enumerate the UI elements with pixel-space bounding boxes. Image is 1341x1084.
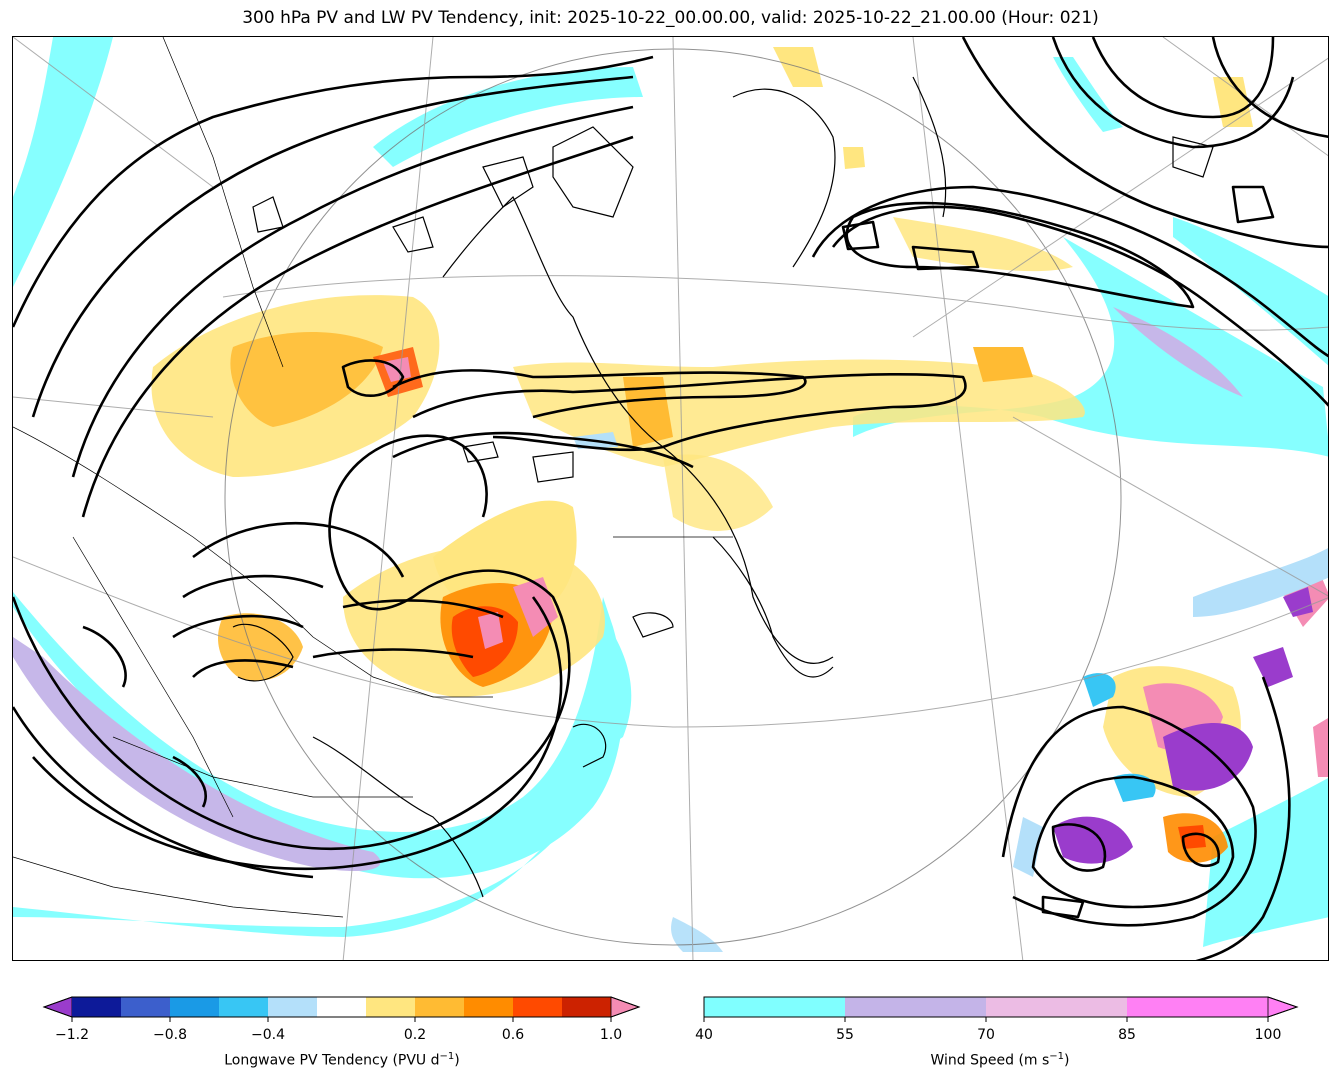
colorbar-pv-label-sup: −1 bbox=[439, 1051, 455, 1062]
coastlines bbox=[232, 76, 1214, 898]
colorbar-pv-label: Longwave PV Tendency (PVU d−1) bbox=[44, 1051, 640, 1069]
colorbar-pv-tick-label: 0.2 bbox=[404, 1027, 426, 1043]
colorbar-pv-swatch bbox=[219, 997, 269, 1017]
political-boundaries bbox=[13, 37, 733, 918]
colorbar-wind-tick-label: 55 bbox=[836, 1027, 854, 1043]
colorbar-pv-swatch bbox=[464, 997, 514, 1017]
colorbar-wind-tick-label: 40 bbox=[695, 1027, 713, 1043]
colorbar-pv-tick-label: 1.0 bbox=[600, 1027, 622, 1043]
colorbar-pv-swatch bbox=[317, 997, 367, 1017]
colorbar-pv-swatch bbox=[72, 997, 122, 1017]
map-canvas bbox=[13, 37, 1328, 960]
colorbar-wind-tick-label: 100 bbox=[1255, 1027, 1282, 1043]
colorbar-wind-label-text: Wind Speed (m s bbox=[930, 1052, 1050, 1069]
colorbar-wind-tick-label: 85 bbox=[1118, 1027, 1136, 1043]
colorbar-wind-swatch bbox=[1127, 997, 1269, 1017]
colorbar-pv-tendency: −1.2 −0.8 −0.4 0.2 0.6 1.0 bbox=[42, 996, 641, 1043]
colorbar-pv-swatch bbox=[562, 997, 612, 1017]
pv-contours bbox=[13, 37, 1328, 960]
colorbar-pv-swatch bbox=[170, 997, 220, 1017]
colorbar-pv-swatch bbox=[366, 997, 416, 1017]
colorbar-wind-speed: 40 55 70 85 100 bbox=[695, 996, 1299, 1043]
colorbar-wind-swatch bbox=[845, 997, 987, 1017]
map-title: 300 hPa PV and LW PV Tendency, init: 202… bbox=[242, 8, 1099, 28]
colorbar-pv-tick-label: −0.8 bbox=[153, 1027, 187, 1043]
colorbar-pv-under-arrow bbox=[42, 996, 73, 1018]
colorbar-wind-swatch bbox=[704, 997, 846, 1017]
colorbar-pv-label-close: ) bbox=[454, 1052, 460, 1069]
colorbar-wind-label: Wind Speed (m s−1) bbox=[703, 1051, 1297, 1069]
colorbar-wind-outline bbox=[703, 996, 1299, 1018]
colorbar-pv-label-text: Longwave PV Tendency (PVU d bbox=[224, 1052, 440, 1069]
graticule bbox=[13, 37, 1328, 960]
colorbar-pv-swatch bbox=[268, 997, 318, 1017]
colorbar-wind-label-close: ) bbox=[1064, 1052, 1070, 1069]
pv-tendency-shading bbox=[151, 47, 1328, 877]
colorbar-wind-label-sup: −1 bbox=[1049, 1051, 1065, 1062]
colorbar-wind-tick-label: 70 bbox=[977, 1027, 995, 1043]
map-panel bbox=[12, 36, 1329, 961]
colorbar-pv-swatch bbox=[415, 997, 465, 1017]
colorbar-pv-swatch bbox=[121, 997, 171, 1017]
wind-speed-shading bbox=[13, 37, 1328, 952]
colorbar-wind-swatch bbox=[986, 997, 1128, 1017]
colorbar-pv-swatch bbox=[513, 997, 563, 1017]
colorbar-pv-tick-label: 0.6 bbox=[502, 1027, 524, 1043]
colorbar-pv-over-arrow bbox=[610, 996, 641, 1018]
colorbar-wind-over-arrow bbox=[1267, 996, 1299, 1018]
colorbar-pv-tick-label: −0.4 bbox=[251, 1027, 285, 1043]
colorbar-pv-tick-label: −1.2 bbox=[55, 1027, 89, 1043]
